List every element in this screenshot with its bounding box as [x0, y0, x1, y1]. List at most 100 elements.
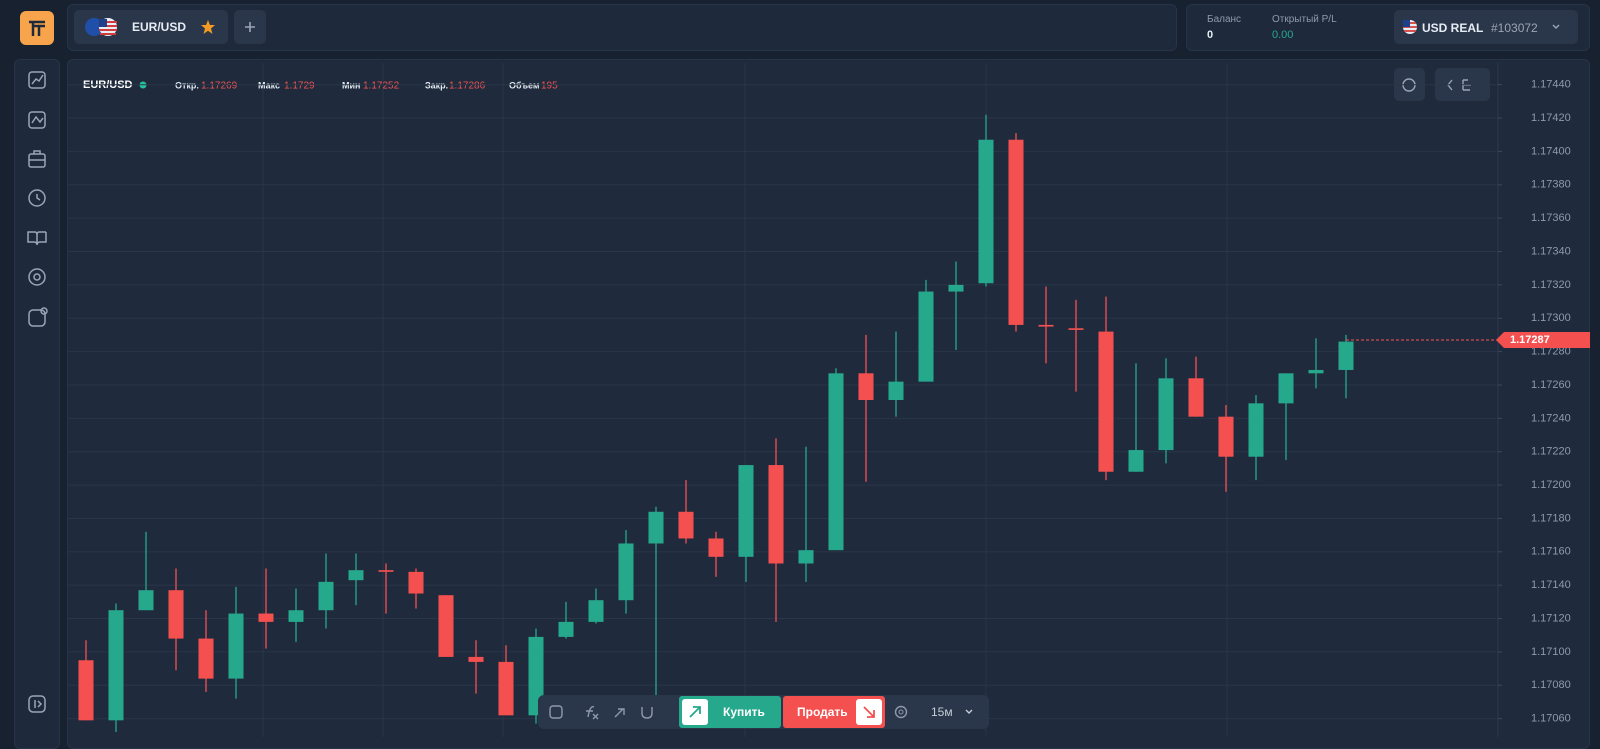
icon-support[interactable]	[28, 307, 48, 327]
sidebar	[14, 59, 60, 749]
pl-label: Открытый P/L	[1272, 14, 1337, 25]
candle-body	[648, 511, 664, 544]
pl: 0.00	[1272, 29, 1294, 41]
candle-body	[108, 610, 124, 721]
candle-body	[78, 660, 94, 721]
candles	[78, 114, 1354, 732]
candle-body	[1248, 403, 1264, 457]
candle-body	[888, 381, 904, 400]
candle-body	[318, 581, 334, 611]
candle-body	[198, 638, 214, 679]
star[interactable]	[200, 19, 216, 35]
candle-body	[1098, 331, 1114, 472]
icon-portfolio[interactable]	[28, 150, 46, 168]
tool-layout[interactable]	[549, 705, 563, 719]
candle-body	[948, 284, 964, 292]
tool-indicators[interactable]	[586, 706, 599, 720]
candle-body	[978, 139, 994, 284]
candle-body	[408, 571, 424, 594]
candle-body	[1158, 378, 1174, 451]
candle-body	[1218, 416, 1234, 457]
candle-body	[498, 661, 514, 716]
candle-body	[858, 373, 874, 400]
candle-body	[288, 610, 304, 622]
trade-toolbar: Купить Продать 15м	[538, 695, 989, 729]
y-tick-label: 1.17260	[1531, 379, 1571, 391]
candle-body	[678, 511, 694, 539]
balance-label: Баланс	[1207, 14, 1242, 25]
stat-label: Макс	[258, 80, 280, 90]
icon-expand[interactable]	[28, 695, 46, 713]
icon-analytics[interactable]	[28, 111, 46, 129]
pair-name: EUR/USD	[132, 20, 187, 34]
y-tick-label: 1.17100	[1531, 646, 1571, 658]
y-tick-label: 1.17160	[1531, 546, 1571, 558]
icon-history[interactable]	[28, 189, 46, 207]
buy-label: Купить	[723, 705, 765, 719]
y-tick-label: 1.17300	[1531, 312, 1571, 324]
stat-value: 1.17269	[201, 81, 238, 92]
y-tick-label: 1.17360	[1531, 212, 1571, 224]
tool-draw[interactable]	[614, 708, 625, 718]
y-tick-label: 1.17140	[1531, 579, 1571, 591]
settings-icon[interactable]	[894, 705, 908, 719]
account-name: USD REAL	[1422, 21, 1484, 35]
candle-body	[258, 613, 274, 622]
candle-body	[228, 613, 244, 679]
candle-body	[138, 590, 154, 611]
candle-body	[1068, 328, 1084, 330]
last-price-label: 1.17287	[1510, 334, 1550, 346]
logo[interactable]	[20, 11, 54, 45]
pair-flags	[85, 18, 117, 36]
y-tick-label: 1.17240	[1531, 412, 1571, 424]
y-tick-label: 1.17320	[1531, 279, 1571, 291]
stat-value: 1.17252	[363, 81, 400, 92]
stat-label: Откр.	[175, 80, 199, 90]
buy-icon	[682, 699, 708, 725]
icon-chart[interactable]	[28, 71, 46, 89]
y-tick-label: 1.17220	[1531, 446, 1571, 458]
y-tick-label: 1.17420	[1531, 112, 1571, 124]
account-select[interactable]: USD REAL #103072	[1394, 10, 1578, 44]
candle-body	[1308, 369, 1324, 374]
sidebar-icons	[27, 71, 48, 713]
plus-icon	[245, 22, 255, 32]
balance: 0	[1207, 29, 1214, 41]
y-tick-label: 1.17060	[1531, 713, 1571, 725]
buy-button[interactable]: Купить	[679, 696, 781, 728]
candle-body	[1338, 341, 1354, 370]
grid-layer: 1.17060 1.17080 1.17100 1.17120 1.17140 1.171…	[68, 79, 1571, 725]
chevron	[1552, 24, 1560, 29]
last-price-tag	[1496, 331, 1590, 348]
y-tick-label: 1.17120	[1531, 612, 1571, 624]
sell-button[interactable]: Продать	[783, 696, 885, 728]
y-tick-label: 1.17080	[1531, 679, 1571, 691]
candle-body	[918, 291, 934, 382]
tool-magnet[interactable]	[641, 707, 653, 719]
y-tick-label: 1.17440	[1531, 79, 1571, 91]
stat-label: Закр.	[425, 80, 448, 90]
candle-body	[1278, 373, 1294, 404]
stat-value: 1.1729	[284, 81, 315, 92]
y-tick-label: 1.17180	[1531, 512, 1571, 524]
add-tab[interactable]	[234, 10, 266, 44]
icon-settings[interactable]	[28, 268, 46, 286]
stat-label: Мин	[342, 80, 360, 90]
candle-body	[558, 621, 574, 637]
pair-tab[interactable]: EUR/USD	[74, 10, 228, 44]
candle-body	[588, 600, 604, 622]
tool-icons	[549, 705, 653, 720]
candle-body	[168, 590, 184, 639]
candle-body	[828, 373, 844, 551]
y-tick-label: 1.17380	[1531, 179, 1571, 191]
time-grid	[262, 63, 1228, 737]
candle-body	[1188, 378, 1204, 417]
candle-body	[618, 543, 634, 601]
candle-body	[1128, 450, 1144, 472]
price-tag-layer: 1.17287	[1346, 331, 1590, 348]
y-tick-label: 1.17400	[1531, 145, 1571, 157]
timeframe[interactable]: 15м	[931, 705, 953, 719]
us-flag	[1403, 20, 1417, 34]
icon-learn[interactable]	[27, 231, 47, 246]
